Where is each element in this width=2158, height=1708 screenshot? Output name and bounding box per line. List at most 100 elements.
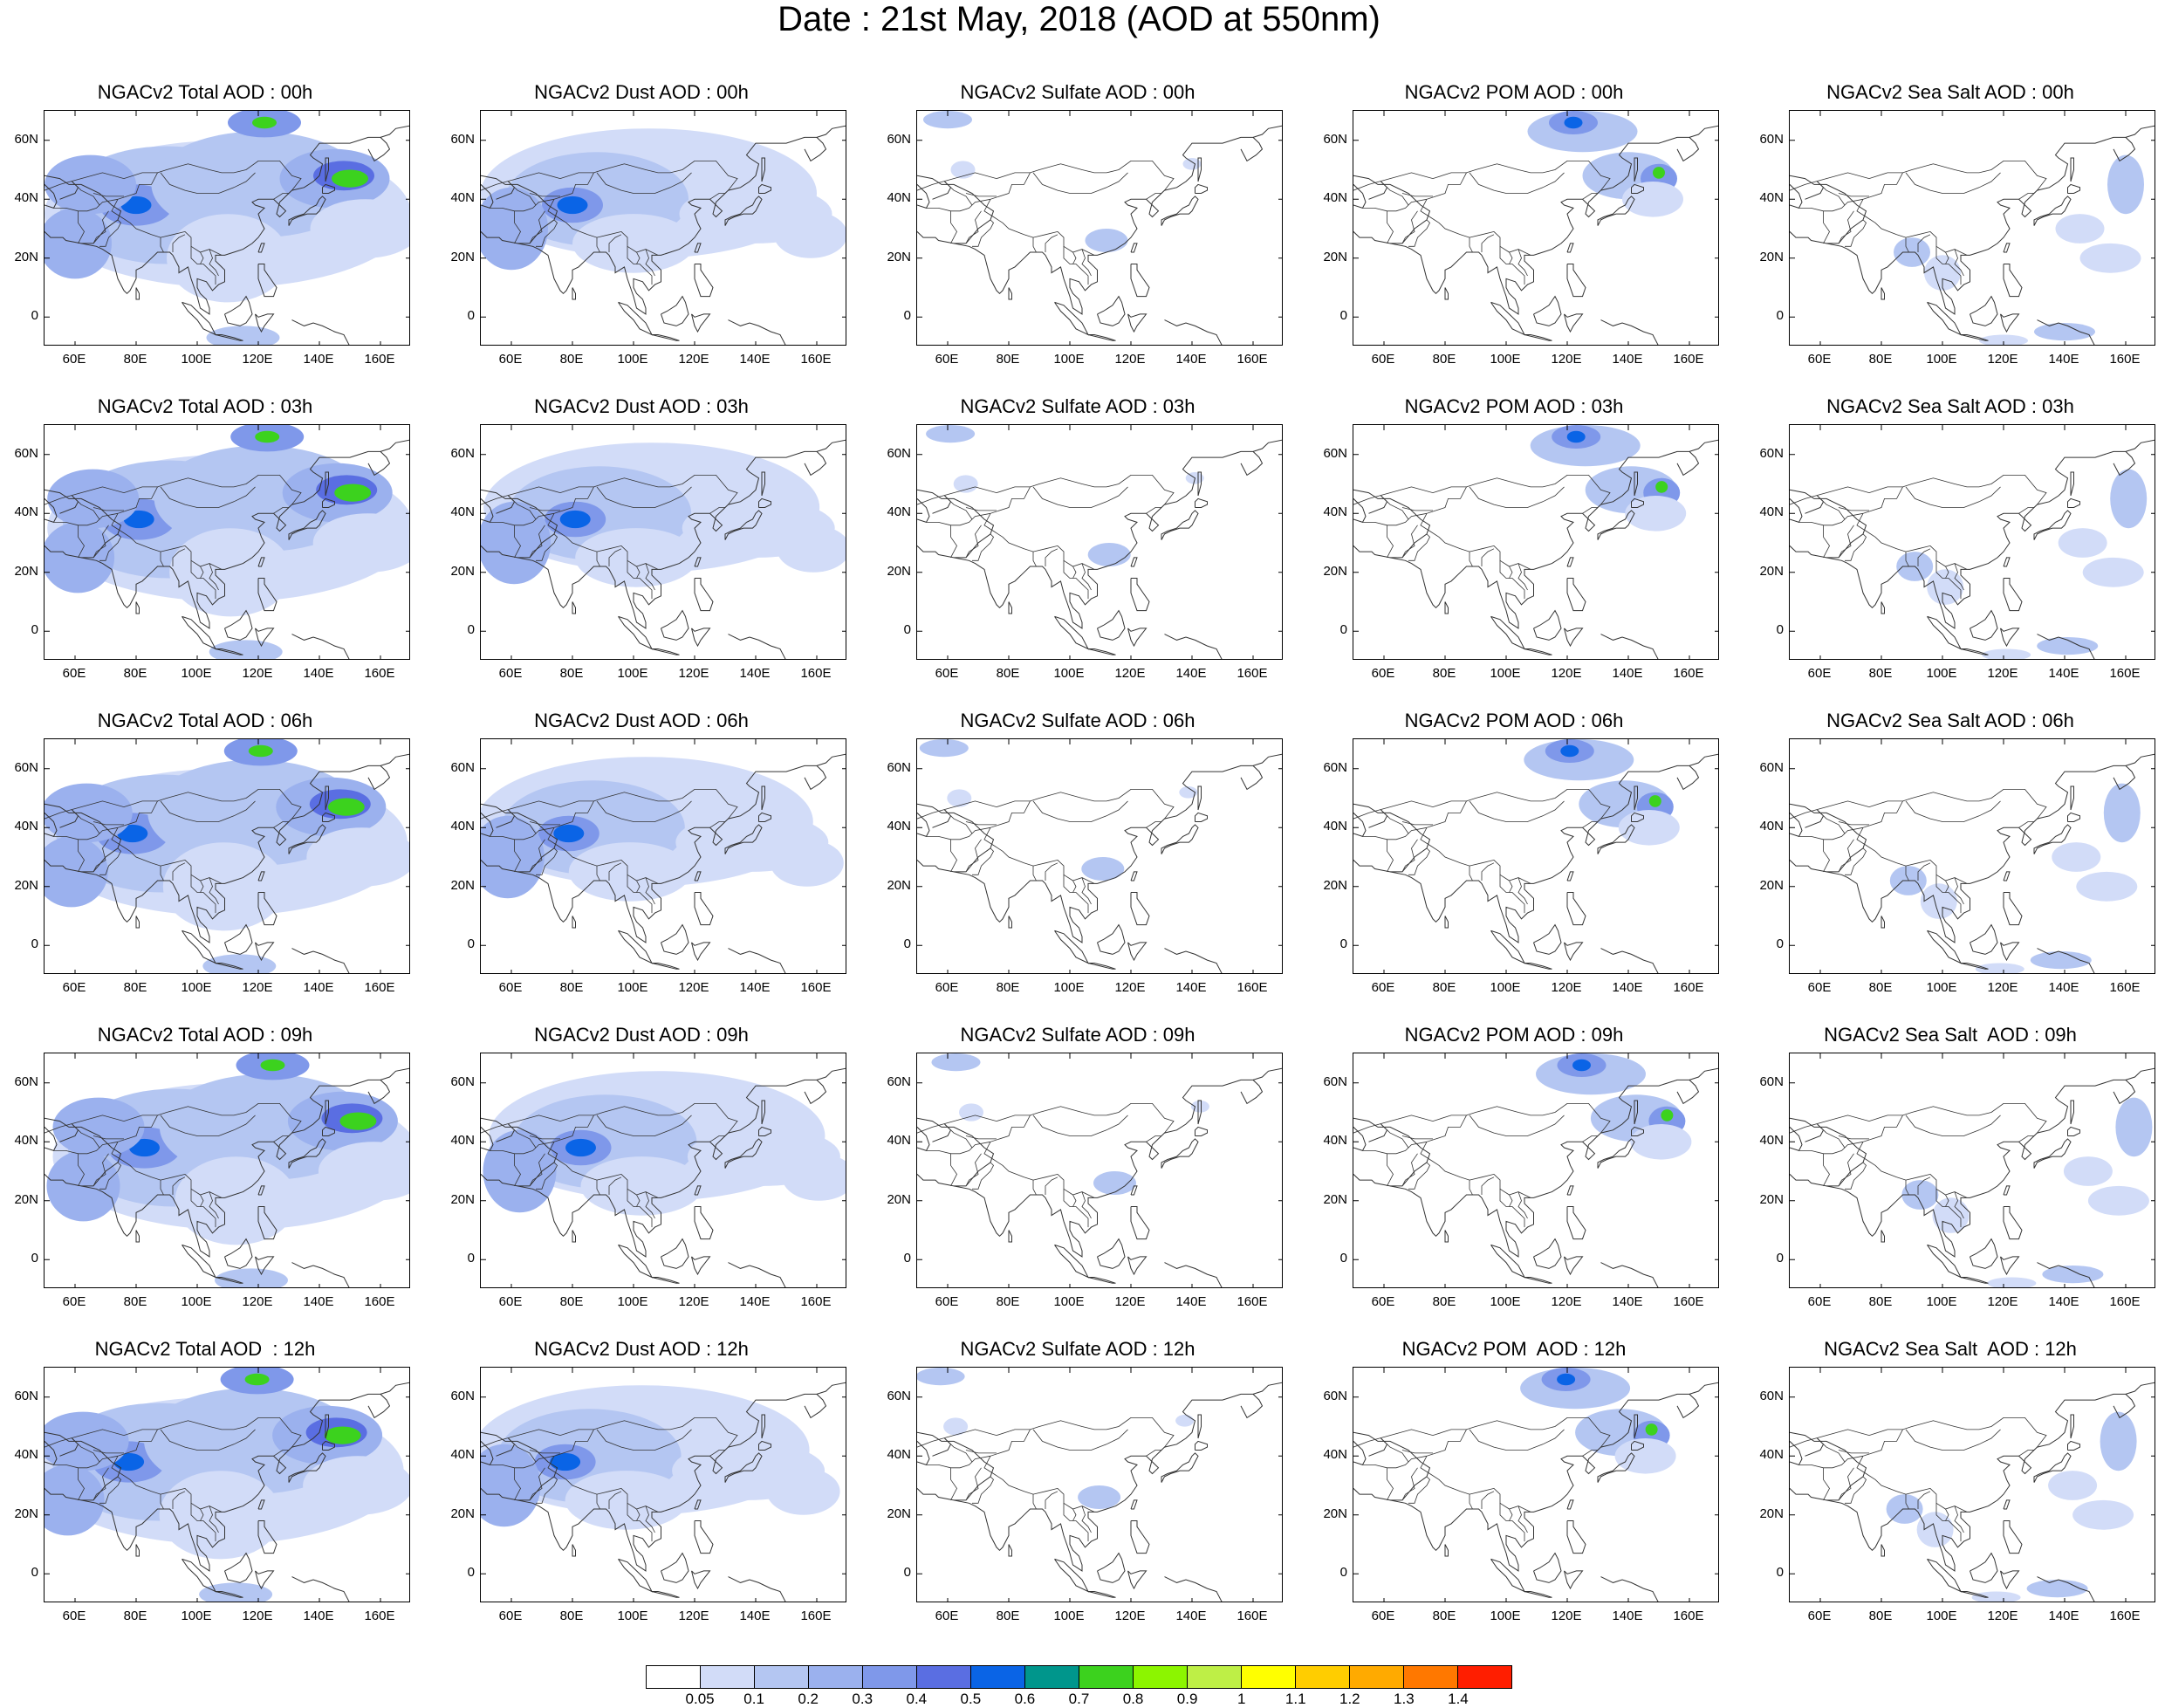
map-plot-area — [1353, 1053, 1719, 1288]
country-border — [983, 1115, 1095, 1198]
country-border — [1905, 1429, 2001, 1451]
country-border — [1823, 839, 1830, 873]
lon-tick-label: 80E — [123, 352, 147, 367]
coastline — [1533, 1238, 1562, 1269]
country-border — [1905, 237, 1909, 253]
lon-tick-label: 120E — [1987, 666, 2018, 681]
coastline — [1127, 1570, 1148, 1590]
country-border — [972, 847, 994, 875]
country-border — [596, 237, 600, 253]
country-border — [1917, 862, 1931, 881]
country-border — [1032, 1115, 1128, 1136]
aod-field — [199, 1582, 273, 1602]
coastline — [691, 942, 711, 962]
lon-tick-label: 80E — [123, 980, 147, 995]
country-border — [1420, 800, 1531, 884]
lon-tick-label: 160E — [800, 1294, 832, 1309]
coastline — [1130, 578, 1150, 612]
country-border — [53, 198, 119, 212]
country-border — [1469, 866, 1473, 881]
country-border — [1838, 1467, 1854, 1501]
country-border — [92, 1467, 109, 1501]
coastline — [1564, 628, 1584, 648]
lat-tick-label: 60N — [1759, 1074, 1784, 1089]
country-border — [1401, 839, 1418, 873]
coastline — [2033, 824, 2072, 854]
aod-field — [1078, 1485, 1121, 1509]
lat-tick-label: 40N — [450, 819, 475, 834]
country-border — [160, 486, 256, 508]
coastline — [761, 785, 765, 811]
map-canvas — [1790, 1053, 2155, 1287]
coastline — [1087, 334, 1116, 341]
colorbar — [646, 1665, 1512, 1689]
aod-field — [2048, 1471, 2098, 1500]
aod-field — [481, 501, 551, 585]
coastline — [691, 313, 711, 333]
lat-tick-label: 40N — [887, 504, 911, 520]
coastline — [1054, 1558, 1090, 1593]
lon-tick-label: 120E — [1114, 352, 1146, 367]
colorbar-swatch — [971, 1666, 1025, 1688]
country-border — [99, 219, 121, 247]
map-panel-seasalt-12h: NGACv2 Sea Salt AOD : 12h 60N 40N 20N 0 60E 80… — [1745, 1338, 2155, 1635]
aod-field — [45, 1411, 129, 1471]
country-border — [1081, 1506, 1092, 1533]
coastline — [182, 301, 217, 336]
coastline — [367, 137, 391, 162]
country-border — [1845, 533, 1867, 561]
lon-tick-label: 100E — [617, 980, 648, 995]
coastline — [694, 1185, 702, 1196]
country-border — [1072, 251, 1077, 264]
coastline — [2067, 1440, 2080, 1451]
country-border — [45, 1417, 302, 1448]
country-border — [1790, 161, 2047, 191]
coastline — [1600, 319, 1659, 345]
country-border — [99, 847, 121, 875]
aod-field — [1087, 543, 1131, 566]
coastline — [2070, 1100, 2074, 1125]
coastline — [517, 125, 846, 315]
aod-field — [45, 154, 136, 215]
country-border — [172, 1491, 186, 1509]
country-border — [1905, 800, 2001, 822]
map-panel-total-06h: NGACv2 Total AOD : 06h 60N 40N 20N 0 60E 80E 10… — [0, 710, 410, 1006]
panel-title: NGACv2 Dust AOD : 09h — [534, 1024, 749, 1046]
coastline — [1634, 157, 1638, 182]
coastline — [1195, 183, 1208, 194]
country-border — [1063, 1503, 1089, 1542]
map-plot-area — [480, 110, 846, 346]
coastline — [1240, 1394, 1264, 1419]
coastline — [481, 498, 494, 524]
colorbar-label: 0.05 — [685, 1691, 715, 1707]
coastline — [1597, 824, 1635, 854]
coastline — [1826, 1067, 2155, 1258]
country-border — [1146, 1450, 1161, 1457]
country-border — [1401, 1467, 1418, 1501]
aod-field — [202, 954, 277, 973]
panel-title: NGACv2 POM AOD : 06h — [1404, 710, 1624, 731]
coastline — [1524, 963, 1552, 970]
country-border — [965, 1135, 997, 1140]
coastline — [1197, 1100, 1202, 1125]
country-border — [1146, 193, 1161, 200]
country-border — [608, 1176, 622, 1195]
country-border — [1945, 251, 1949, 264]
map-canvas — [917, 1053, 1282, 1287]
country-border — [1032, 237, 1037, 253]
lon-tick-label: 60E — [935, 980, 959, 995]
country-border — [983, 486, 1095, 570]
colorbar-swatch — [917, 1666, 971, 1688]
lat-tick-label: 0 — [1339, 1565, 1347, 1581]
lon-tick-label: 120E — [1551, 666, 1582, 681]
colorbar-label: 0.6 — [1014, 1691, 1036, 1707]
country-border — [273, 1135, 289, 1142]
coastline — [1054, 301, 1090, 336]
country-border — [1905, 552, 1909, 567]
coastline — [1353, 1441, 1367, 1466]
coastline — [1130, 264, 1150, 298]
country-border — [1072, 566, 1077, 579]
country-border — [636, 566, 641, 579]
country-border — [1517, 563, 1528, 591]
map-plot-area — [44, 424, 410, 660]
